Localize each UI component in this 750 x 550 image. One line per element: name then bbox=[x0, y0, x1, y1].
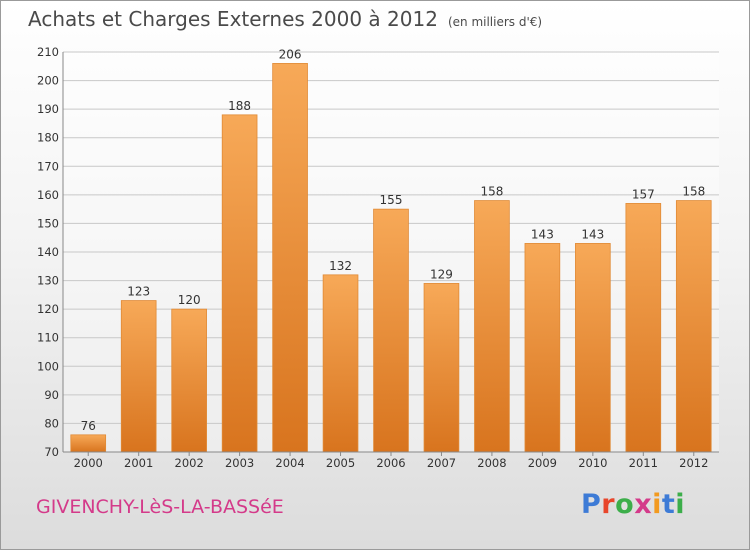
x-tick-label: 2007 bbox=[427, 456, 456, 470]
bar bbox=[423, 283, 460, 453]
y-tick-label: 180 bbox=[37, 131, 59, 145]
bar-value-label: 120 bbox=[178, 293, 201, 307]
bar-value-label: 158 bbox=[682, 185, 705, 199]
bar bbox=[171, 308, 207, 453]
x-tick-label: 2003 bbox=[225, 456, 254, 470]
chart-title: Achats et Charges Externes 2000 à 2012 (e… bbox=[28, 7, 542, 31]
y-tick-label: 140 bbox=[37, 245, 59, 259]
y-tick-label: 80 bbox=[44, 416, 59, 430]
bar-value-label: 206 bbox=[279, 47, 302, 61]
chart-title-text: Achats et Charges Externes 2000 à 2012 bbox=[28, 7, 438, 31]
x-tick-label: 2004 bbox=[275, 456, 304, 470]
y-tick-label: 70 bbox=[44, 445, 59, 459]
chart-unit: (en milliers d'€) bbox=[447, 15, 543, 29]
bar-value-label: 143 bbox=[581, 227, 604, 241]
y-tick-label: 170 bbox=[37, 159, 59, 173]
x-tick-label: 2006 bbox=[376, 456, 405, 470]
bar bbox=[272, 63, 308, 453]
brand-letter: i bbox=[652, 489, 662, 520]
y-tick-label: 120 bbox=[37, 302, 59, 316]
y-tick-label: 90 bbox=[44, 388, 59, 402]
bar-value-label: 129 bbox=[430, 267, 453, 281]
bar bbox=[373, 208, 409, 453]
brand-letter: P bbox=[581, 489, 602, 520]
bar-value-label: 188 bbox=[228, 99, 251, 113]
x-tick-label: 2002 bbox=[175, 456, 204, 470]
y-tick-label: 200 bbox=[37, 74, 59, 88]
bar-value-label: 157 bbox=[632, 187, 655, 201]
y-tick-label: 150 bbox=[37, 216, 59, 230]
x-tick-label: 2009 bbox=[528, 456, 557, 470]
bar bbox=[221, 114, 258, 453]
bar-value-label: 143 bbox=[531, 227, 554, 241]
bar bbox=[120, 300, 157, 453]
bar bbox=[474, 200, 510, 453]
commune-name: GIVENCHY-LèS-LA-BASSéE bbox=[36, 496, 284, 518]
bar-value-label: 123 bbox=[127, 285, 150, 299]
bar bbox=[625, 203, 662, 453]
x-tick-label: 2011 bbox=[629, 456, 658, 470]
y-tick-label: 100 bbox=[37, 359, 59, 373]
bar bbox=[575, 243, 611, 453]
bar-value-label: 132 bbox=[329, 259, 352, 273]
brand-logo: Proxiti bbox=[581, 489, 685, 520]
x-tick-label: 2012 bbox=[679, 456, 708, 470]
x-tick-label: 2005 bbox=[326, 456, 355, 470]
y-tick-label: 190 bbox=[37, 102, 59, 116]
bar-value-label: 155 bbox=[380, 193, 403, 207]
brand-letter: r bbox=[601, 489, 616, 520]
x-tick-label: 2001 bbox=[124, 456, 153, 470]
y-tick-label: 110 bbox=[37, 331, 59, 345]
y-tick-label: 210 bbox=[37, 45, 59, 59]
x-tick-label: 2000 bbox=[74, 456, 103, 470]
y-tick-label: 130 bbox=[37, 274, 59, 288]
bar bbox=[322, 274, 359, 453]
bar-value-label: 158 bbox=[480, 185, 503, 199]
brand-letter: o bbox=[615, 489, 635, 520]
brand-letter: t bbox=[661, 489, 676, 520]
bar-value-label: 76 bbox=[81, 419, 96, 433]
x-tick-label: 2010 bbox=[578, 456, 607, 470]
y-tick-label: 160 bbox=[37, 188, 59, 202]
bar bbox=[675, 200, 712, 453]
bar bbox=[70, 434, 107, 453]
brand-letter: i bbox=[675, 489, 686, 520]
brand-letter: x bbox=[634, 489, 653, 520]
bar bbox=[524, 243, 561, 453]
x-tick-label: 2008 bbox=[477, 456, 506, 470]
